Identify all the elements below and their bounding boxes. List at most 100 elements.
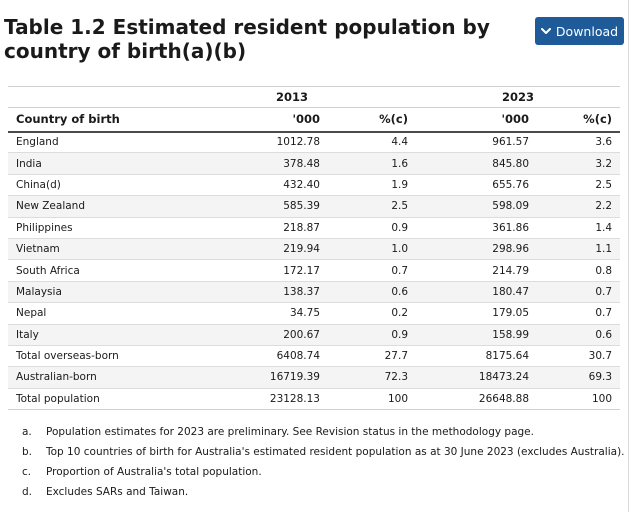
download-label: Download <box>555 23 619 39</box>
cell-percent-2023: 0.7 <box>537 281 621 304</box>
footnote-text: Excludes SARs and Taiwan. <box>46 486 189 498</box>
cell-percent-2023: 100 <box>537 388 621 411</box>
cell-percent-2013: 2.5 <box>328 195 417 218</box>
cell-thousands-2013: 218.87 <box>168 217 328 239</box>
cell-thousands-2023: 655.76 <box>416 174 538 197</box>
cell-percent-2013: 72.3 <box>328 366 417 389</box>
column-header-2023-thousands: '000 <box>416 107 538 133</box>
cell-thousands-2023: 180.47 <box>416 281 538 304</box>
footnote-marker: a. <box>22 426 32 438</box>
table-row: Vietnam 219.94 1.0 298.96 1.1 <box>8 238 621 261</box>
cell-thousands-2023: 361.86 <box>416 217 538 239</box>
cell-percent-2013: 1.9 <box>328 174 417 197</box>
column-header-row: Country of birth '000 %(c) '000 %(c) <box>8 107 621 133</box>
table-row: England 1012.78 4.4 961.57 3.6 <box>8 131 621 154</box>
footnote-item: a. Population estimates for 2023 are prel… <box>22 422 625 442</box>
cell-percent-2023: 1.4 <box>537 217 621 239</box>
cell-thousands-2013: 138.37 <box>168 281 328 304</box>
table-row: Total overseas-born 6408.74 27.7 8175.64 30.… <box>8 345 621 368</box>
cell-country: Italy <box>8 324 168 346</box>
table-row: China(d) 432.40 1.9 655.76 2.5 <box>8 174 621 197</box>
footnote-marker: c. <box>22 466 32 478</box>
cell-percent-2023: 2.5 <box>537 174 621 197</box>
column-header-country: Country of birth <box>8 107 168 133</box>
cell-thousands-2023: 8175.64 <box>416 345 538 368</box>
year-header-row: 2013 2023 <box>8 86 621 108</box>
cell-country: New Zealand <box>8 195 168 218</box>
footnote-text: Proportion of Australia's total populati… <box>46 466 262 478</box>
cell-percent-2013: 4.4 <box>328 131 417 154</box>
right-divider <box>628 0 629 512</box>
cell-thousands-2013: 34.75 <box>168 302 328 325</box>
cell-thousands-2013: 1012.78 <box>168 131 328 154</box>
cell-percent-2023: 3.6 <box>537 131 621 154</box>
cell-thousands-2023: 845.80 <box>416 152 538 175</box>
footnote-text: Top 10 countries of birth for Australia'… <box>46 446 625 458</box>
cell-thousands-2023: 598.09 <box>416 195 538 218</box>
cell-country: Australian-born <box>8 366 168 389</box>
footnote-item: b. Top 10 countries of birth for Australi… <box>22 442 625 462</box>
cell-percent-2013: 0.7 <box>328 259 417 282</box>
cell-country: Vietnam <box>8 238 168 261</box>
cell-percent-2023: 0.8 <box>537 259 621 282</box>
cell-percent-2023: 0.7 <box>537 302 621 325</box>
table-row: Nepal 34.75 0.2 179.05 0.7 <box>8 302 621 325</box>
footnote-text: Population estimates for 2023 are prelim… <box>46 426 534 438</box>
table-row: Malaysia 138.37 0.6 180.47 0.7 <box>8 281 621 304</box>
cell-percent-2023: 1.1 <box>537 238 621 261</box>
footnote-marker: d. <box>22 486 33 498</box>
cell-percent-2013: 0.9 <box>328 217 417 239</box>
cell-thousands-2023: 158.99 <box>416 324 538 346</box>
cell-thousands-2013: 23128.13 <box>168 388 328 411</box>
footnote-marker: b. <box>22 446 33 458</box>
cell-country: Nepal <box>8 302 168 325</box>
cell-country: China(d) <box>8 174 168 197</box>
population-table: 2013 2023 Country of birth '000 %(c) '00… <box>8 86 621 411</box>
cell-thousands-2013: 585.39 <box>168 195 328 218</box>
cell-thousands-2023: 26648.88 <box>416 388 538 411</box>
column-header-2013-percent: %(c) <box>328 107 417 133</box>
cell-country: England <box>8 131 168 154</box>
table-row: Italy 200.67 0.9 158.99 0.6 <box>8 324 621 346</box>
cell-percent-2023: 30.7 <box>537 345 621 368</box>
table-row: Philippines 218.87 0.9 361.86 1.4 <box>8 217 621 239</box>
cell-percent-2023: 2.2 <box>537 195 621 218</box>
cell-thousands-2023: 18473.24 <box>416 366 538 389</box>
cell-percent-2013: 0.9 <box>328 324 417 346</box>
cell-thousands-2013: 219.94 <box>168 238 328 261</box>
cell-thousands-2013: 16719.39 <box>168 366 328 389</box>
cell-percent-2013: 100 <box>328 388 417 411</box>
cell-thousands-2013: 378.48 <box>168 152 328 175</box>
column-header-2023-percent: %(c) <box>537 107 621 133</box>
cell-percent-2013: 0.6 <box>328 281 417 304</box>
footnote-item: c. Proportion of Australia's total popula… <box>22 462 625 482</box>
footnotes: a. Population estimates for 2023 are prel… <box>22 422 625 502</box>
table-row: New Zealand 585.39 2.5 598.09 2.2 <box>8 195 621 218</box>
cell-percent-2013: 27.7 <box>328 345 417 368</box>
cell-country: India <box>8 152 168 175</box>
table-row: India 378.48 1.6 845.80 3.2 <box>8 152 621 175</box>
year-header-2023: 2023 <box>416 86 621 108</box>
cell-percent-2013: 1.6 <box>328 152 417 175</box>
cell-thousands-2013: 172.17 <box>168 259 328 282</box>
cell-thousands-2023: 179.05 <box>416 302 538 325</box>
cell-country: Philippines <box>8 217 168 239</box>
cell-thousands-2023: 961.57 <box>416 131 538 154</box>
cell-country: Total population <box>8 388 168 411</box>
cell-thousands-2013: 6408.74 <box>168 345 328 368</box>
cell-thousands-2013: 200.67 <box>168 324 328 346</box>
cell-thousands-2013: 432.40 <box>168 174 328 197</box>
year-spacer <box>8 86 168 108</box>
page-title: Table 1.2 Estimated resident population … <box>4 15 490 63</box>
column-header-2013-thousands: '000 <box>168 107 328 133</box>
cell-percent-2013: 0.2 <box>328 302 417 325</box>
year-header-2013: 2013 <box>168 86 417 108</box>
cell-percent-2013: 1.0 <box>328 238 417 261</box>
cell-thousands-2023: 214.79 <box>416 259 538 282</box>
footnote-item: d. Excludes SARs and Taiwan. <box>22 482 625 502</box>
cell-country: Total overseas-born <box>8 345 168 368</box>
chevron-down-icon <box>540 27 551 34</box>
table-row: Total population 23128.13 100 26648.88 100 <box>8 388 621 411</box>
download-button[interactable]: Download <box>535 17 624 45</box>
